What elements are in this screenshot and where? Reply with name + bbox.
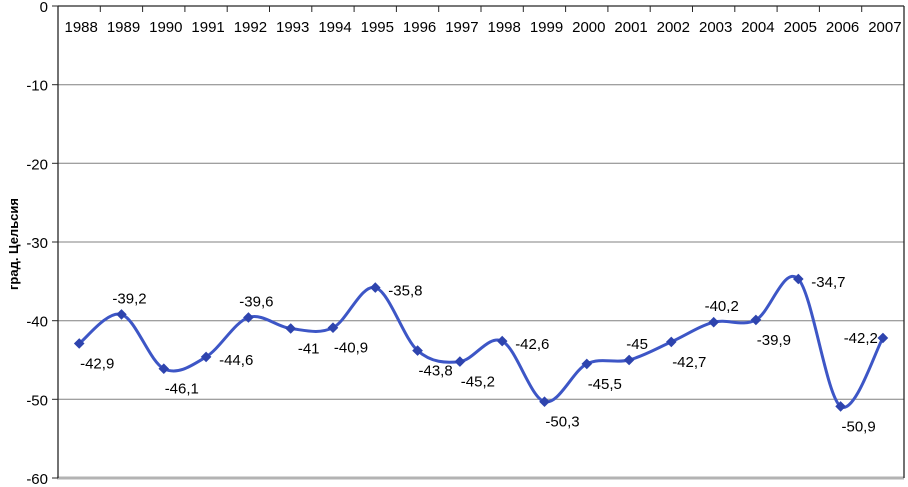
x-tick-label: 2003	[699, 19, 732, 36]
data-point-marker	[581, 358, 593, 370]
x-tick-label: 2007	[868, 19, 901, 36]
data-point-label: -44,6	[219, 352, 253, 369]
data-point-marker	[835, 401, 846, 412]
data-point-label: -50,9	[841, 418, 875, 435]
x-tick-label: 1996	[403, 19, 436, 36]
data-point-label: -35,8	[388, 283, 422, 300]
data-point-label: -34,7	[811, 274, 845, 291]
data-point-label: -42,2	[844, 330, 878, 347]
data-point-marker	[285, 323, 297, 334]
data-point-label: -42,9	[80, 356, 114, 373]
data-point-marker	[73, 338, 85, 349]
x-tick-label: 1988	[65, 19, 98, 36]
data-point-label: -39,6	[239, 294, 273, 311]
data-point-marker	[750, 314, 762, 326]
y-tick-label: -10	[26, 78, 48, 95]
data-point-marker	[454, 356, 466, 367]
data-point-label: -46,1	[165, 381, 199, 398]
data-point-label: -40,2	[705, 298, 739, 315]
data-point-label: -40,9	[334, 340, 368, 357]
data-point-marker	[623, 354, 635, 366]
data-point-label: -41	[298, 341, 320, 358]
y-tick-label: -50	[26, 392, 48, 409]
x-tick-label: 1995	[361, 19, 394, 36]
y-tick-label: -40	[26, 314, 48, 331]
x-tick-label: 1997	[445, 19, 478, 36]
x-tick-label: 1998	[488, 19, 521, 36]
y-tick-label: -30	[26, 235, 48, 252]
data-point-marker	[200, 351, 212, 363]
x-tick-label: 1999	[530, 19, 563, 36]
data-point-label: -42,6	[515, 336, 549, 353]
data-point-label: -39,2	[112, 290, 146, 307]
x-tick-label: 1991	[191, 19, 224, 36]
y-tick-label: -60	[26, 471, 48, 487]
data-point-label: -45,2	[461, 374, 495, 391]
data-point-label: -39,9	[757, 332, 791, 349]
y-axis-title: град. Цельсия	[6, 198, 21, 291]
x-tick-label: 2004	[741, 19, 774, 36]
data-point-label: -43,8	[418, 363, 452, 380]
data-point-label: -45,5	[588, 376, 622, 393]
data-point-marker	[877, 332, 889, 344]
x-tick-label: 2002	[657, 19, 690, 36]
x-tick-label: 2005	[784, 19, 817, 36]
data-point-marker	[158, 363, 170, 375]
data-point-marker	[243, 312, 254, 323]
x-tick-label: 1989	[107, 19, 140, 36]
data-point-marker	[327, 322, 339, 334]
x-tick-label: 1992	[234, 19, 267, 36]
data-point-label: -50,3	[545, 414, 579, 431]
data-point-marker	[116, 309, 127, 320]
x-tick-label: 2000	[572, 19, 605, 36]
x-tick-label: 1990	[149, 19, 182, 36]
x-tick-label: 2001	[614, 19, 647, 36]
data-point-marker	[792, 273, 804, 285]
x-tick-label: 2006	[826, 19, 859, 36]
data-point-marker	[412, 345, 423, 356]
data-point-marker	[539, 396, 550, 408]
y-tick-label: 0	[40, 0, 48, 16]
data-point-label: -45	[626, 336, 648, 353]
data-point-marker	[496, 335, 508, 347]
x-tick-label: 1993	[276, 19, 309, 36]
y-tick-label: -20	[26, 156, 48, 173]
data-point-label: -42,7	[672, 354, 706, 371]
data-point-marker	[665, 336, 677, 348]
x-tick-label: 1994	[318, 19, 351, 36]
data-point-marker	[708, 316, 720, 328]
data-point-marker	[369, 282, 381, 293]
